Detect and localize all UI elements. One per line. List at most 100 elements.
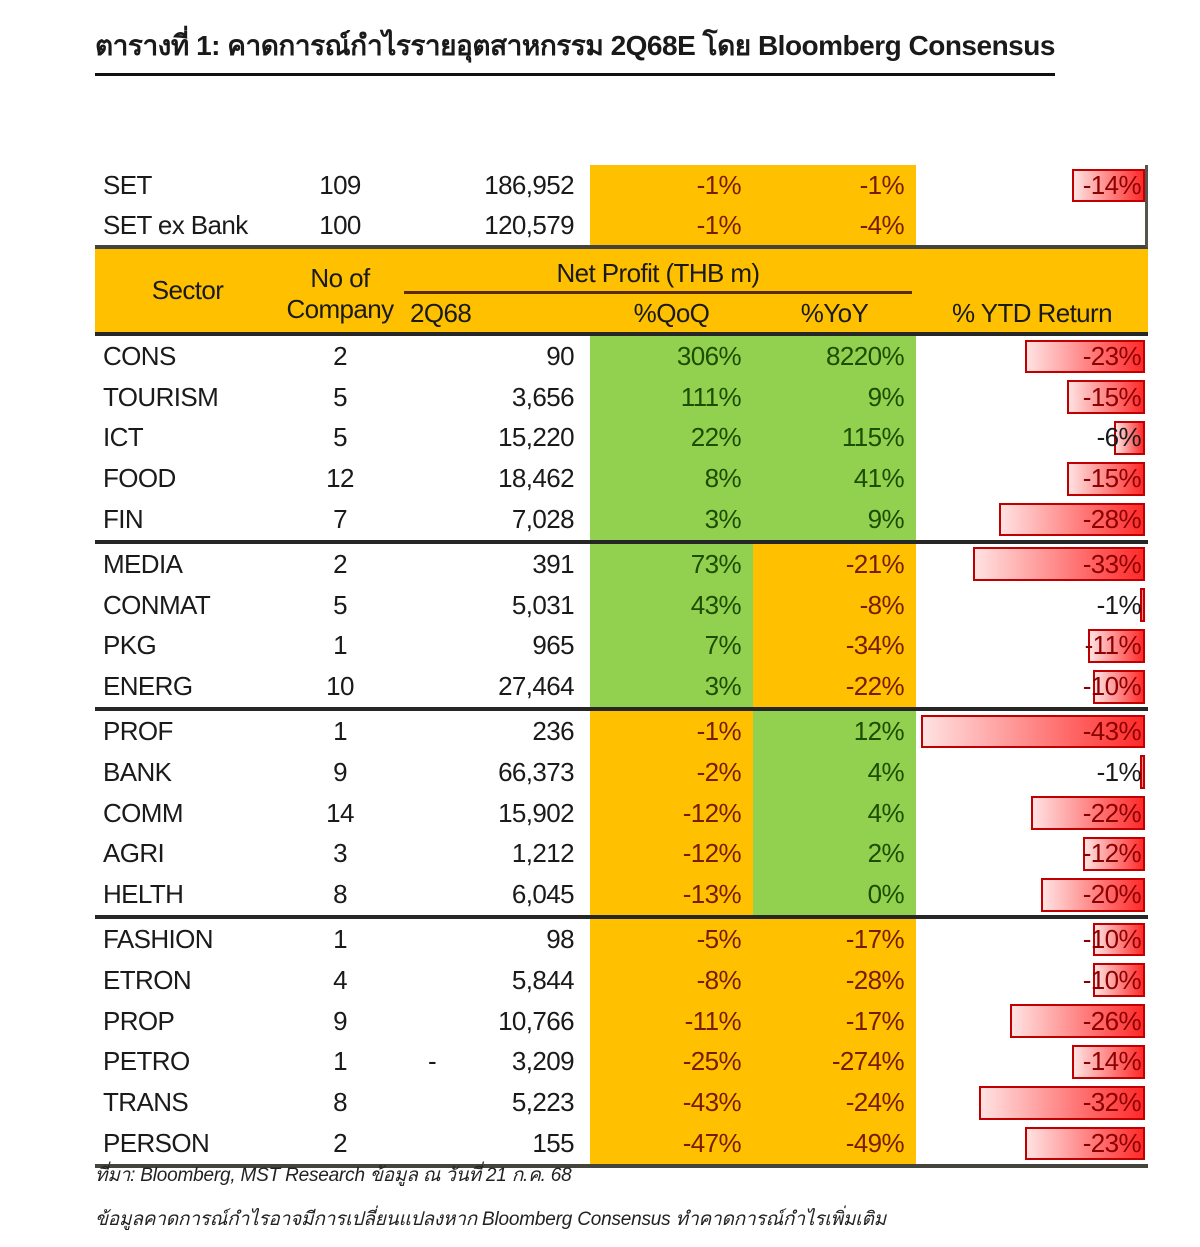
net-profit-value: 3,656 — [511, 381, 575, 412]
table-row: FIN 7 7,028 3% 9% -28% — [95, 499, 1148, 540]
yoy-cell: 2% — [753, 833, 916, 875]
net-profit-value: 1,212 — [511, 838, 575, 869]
ytd-return-cell: -20% — [916, 874, 1148, 915]
yoy-cell: -4% — [753, 205, 916, 245]
yoy-cell: 41% — [753, 458, 916, 500]
ytd-return-cell: -23% — [916, 1123, 1148, 1164]
yoy-cell: 0% — [753, 874, 916, 916]
yoy-cell: -22% — [753, 666, 916, 708]
table-row: COMM 14 15,902 -12% 4% -22% — [95, 792, 1148, 834]
sector-cell: SET ex Bank — [103, 209, 248, 240]
table-row: TOURISM 5 3,656 111% 9% -15% — [95, 376, 1148, 418]
company-count-cell: 1 — [333, 1046, 347, 1077]
yoy-cell: -34% — [753, 625, 916, 667]
company-count-cell: 5 — [333, 381, 347, 412]
header-no-of: No of — [310, 263, 370, 293]
ytd-return-cell: -15% — [916, 377, 1148, 418]
qoq-cell: -5% — [590, 919, 753, 960]
company-count-cell: 14 — [326, 797, 354, 828]
sector-cell: PKG — [103, 630, 157, 661]
yoy-cell: -21% — [753, 543, 916, 585]
ytd-return-cell — [916, 205, 1148, 245]
ytd-return-cell: -23% — [916, 336, 1148, 377]
net-profit-value: 66,373 — [498, 756, 575, 787]
yoy-cell: -17% — [753, 919, 916, 960]
company-count-cell: 4 — [333, 964, 347, 995]
sector-cell: FASHION — [103, 924, 214, 955]
ytd-return-cell: -1% — [916, 752, 1148, 793]
sector-group: CONS 2 90 306% 8220% -23% TOURISM 5 3,65… — [95, 336, 1148, 544]
company-count-cell: 1 — [333, 716, 347, 747]
ytd-negative-bar — [1113, 421, 1145, 455]
table-row: SET 109 186,952 -1% -1% -14% — [95, 165, 1145, 205]
ytd-negative-bar — [1087, 629, 1145, 663]
ytd-negative-bar — [1139, 755, 1145, 790]
ytd-return-value: -22% — [1082, 797, 1142, 828]
net-profit-value: 5,223 — [511, 1087, 575, 1118]
yoy-cell: -28% — [753, 959, 916, 1001]
set-summary-block: SET 109 186,952 -1% -1% -14% SET ex Bank… — [95, 165, 1148, 249]
table-header: Sector No of Company Net Profit (THB m) … — [95, 249, 1148, 336]
ytd-return-value: -26% — [1082, 1005, 1142, 1036]
header-ytd-return: % YTD Return — [952, 297, 1113, 328]
table-row: PKG 1 965 7% -34% -11% — [95, 625, 1148, 667]
ytd-negative-bar — [1041, 877, 1145, 912]
ytd-return-value: -1% — [1096, 756, 1142, 787]
ytd-return-cell: -14% — [916, 165, 1148, 205]
net-profit-cell: 155 — [400, 1123, 590, 1164]
net-profit-cell: 10,766 — [400, 1001, 590, 1042]
ytd-return-value: -10% — [1082, 671, 1142, 702]
net-profit-value: 98 — [546, 924, 574, 955]
net-profit-cell: 66,373 — [400, 752, 590, 793]
ytd-return-cell: -10% — [916, 666, 1148, 707]
yoy-cell: 9% — [753, 499, 916, 540]
sector-cell: MEDIA — [103, 548, 183, 579]
table-row: PETRO 1 - 3,209 -25% -274% -14% — [95, 1041, 1148, 1083]
table-row: MEDIA 2 391 73% -21% -33% — [95, 543, 1148, 585]
sector-cell: TOURISM — [103, 381, 219, 412]
company-count-cell: 12 — [326, 463, 354, 494]
company-count-cell: 2 — [333, 1128, 347, 1159]
company-count-cell: 5 — [333, 589, 347, 620]
ytd-return-cell: -15% — [916, 458, 1148, 499]
ytd-return-value: -15% — [1082, 381, 1142, 412]
ytd-negative-bar — [1025, 339, 1145, 374]
footer-notes: ที่มา: Bloomberg, MST Research ข้อมูล ณ … — [95, 1160, 886, 1247]
sector-cell: TRANS — [103, 1087, 189, 1118]
net-profit-cell: 965 — [400, 626, 590, 667]
net-profit-cell: 186,952 — [400, 165, 590, 205]
sector-cell: COMM — [103, 797, 184, 828]
sector-cell: AGRI — [103, 838, 165, 869]
company-count-cell: 2 — [333, 548, 347, 579]
earnings-forecast-table: SET 109 186,952 -1% -1% -14% SET ex Bank… — [95, 165, 1148, 1168]
ytd-negative-bar — [1009, 1004, 1145, 1039]
header-yoy: %YoY — [800, 297, 869, 328]
table-row: SET ex Bank 100 120,579 -1% -4% — [95, 205, 1145, 245]
company-count-cell: 9 — [333, 1005, 347, 1036]
net-profit-value: 18,462 — [498, 463, 575, 494]
sector-group: MEDIA 2 391 73% -21% -33% CONMAT 5 5,031… — [95, 543, 1148, 712]
net-profit-value: 5,031 — [511, 589, 575, 620]
source-note: ที่มา: Bloomberg, MST Research ข้อมูล ณ … — [95, 1165, 572, 1186]
net-profit-cell: 6,045 — [400, 874, 590, 915]
net-profit-value: 236 — [532, 716, 574, 747]
qoq-cell: -2% — [590, 751, 753, 793]
yoy-cell: -49% — [753, 1123, 916, 1164]
sector-cell: ICT — [103, 422, 144, 453]
header-2q68: 2Q68 — [410, 297, 472, 328]
company-count-cell: 2 — [333, 340, 347, 371]
ytd-return-value: -43% — [1082, 716, 1142, 747]
ytd-negative-bar — [1025, 1126, 1145, 1161]
sector-cell: CONMAT — [103, 589, 211, 620]
ytd-return-cell: -14% — [916, 1042, 1148, 1083]
ytd-negative-bar — [1093, 922, 1145, 957]
ytd-return-value: -10% — [1082, 964, 1142, 995]
net-profit-value: 965 — [532, 630, 574, 661]
ytd-negative-bar — [1139, 588, 1145, 623]
net-profit-cell: 5,844 — [400, 960, 590, 1001]
table-row: HELTH 8 6,045 -13% 0% -20% — [95, 874, 1148, 916]
company-count-cell: 9 — [333, 756, 347, 787]
table-row: ICT 5 15,220 22% 115% -6% — [95, 417, 1148, 459]
net-profit-value: 15,902 — [498, 797, 575, 828]
net-profit-cell: 236 — [400, 711, 590, 752]
